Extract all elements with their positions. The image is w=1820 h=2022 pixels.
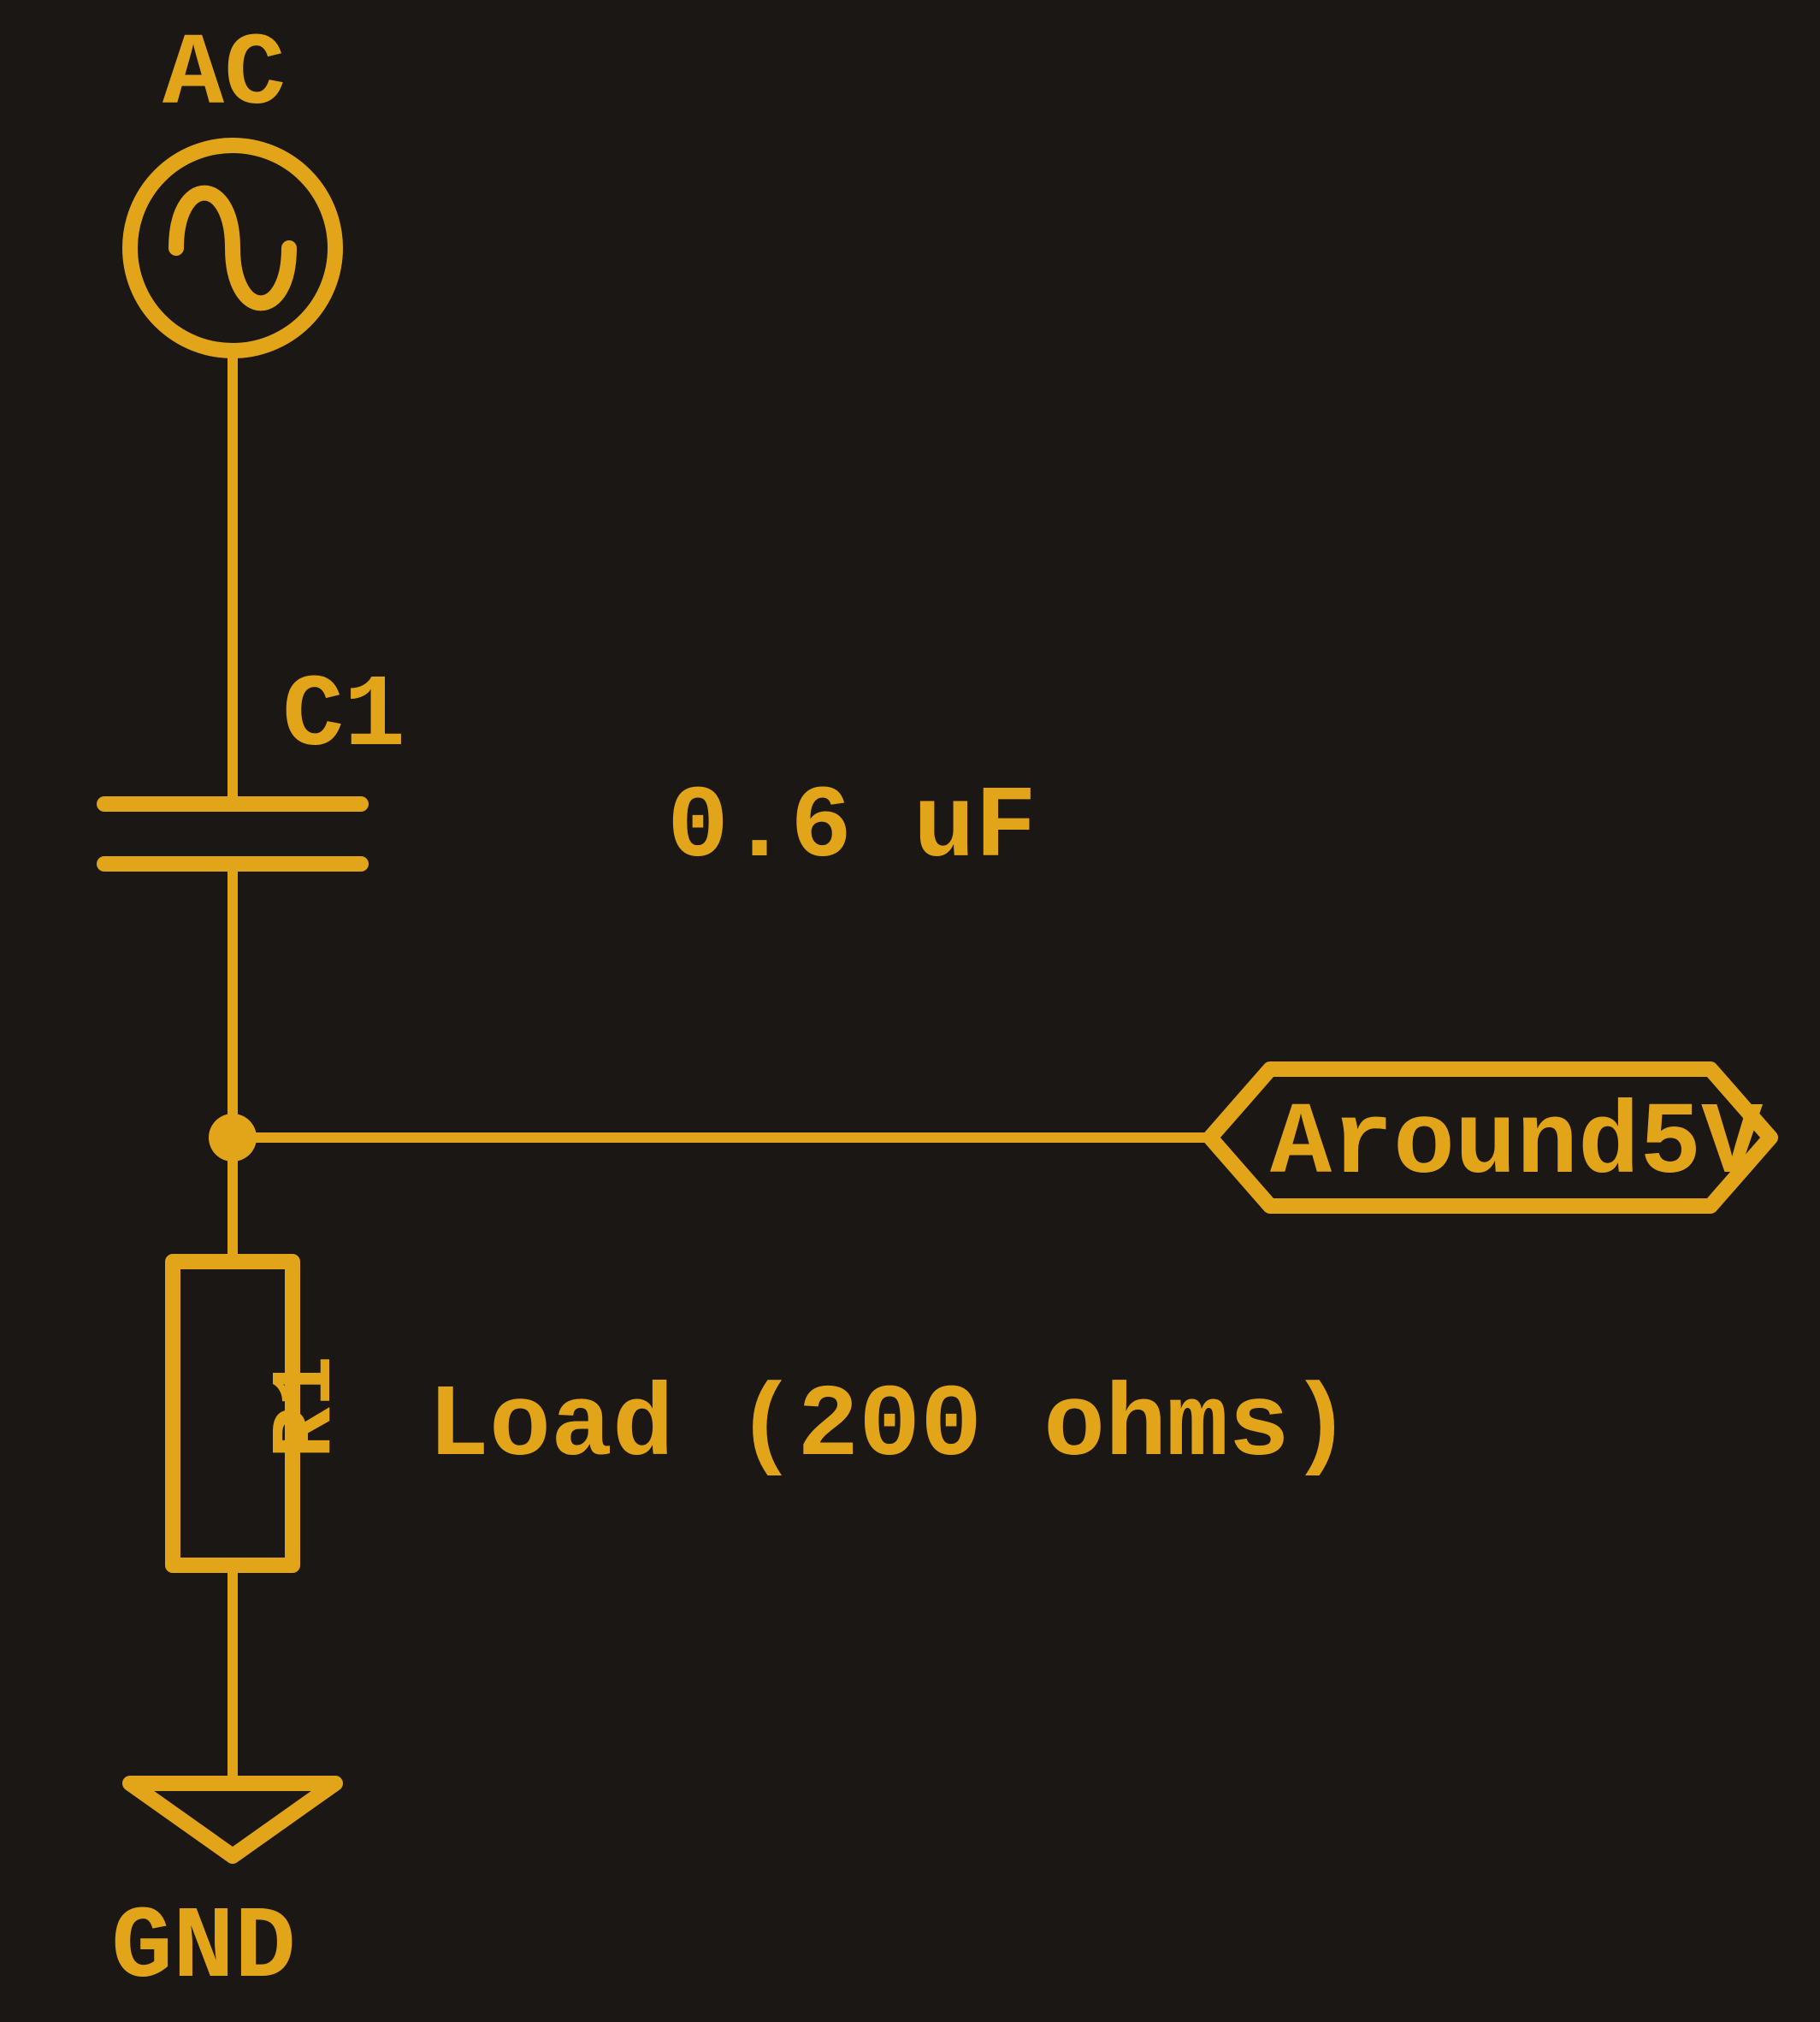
capacitor-ref: C1 [282,659,405,776]
resistor-ref: R1 [259,1356,356,1458]
junction-dot [209,1114,257,1162]
resistor-value: Load (200 ohms) [428,1369,1351,1486]
net-label-text: Around5V [1270,1087,1763,1203]
schematic-svg: AC C1 0.6 uF Around5V R1 Load (200 ohms) GND [0,0,1820,2022]
ground-label: GND [111,1891,296,2007]
capacitor-value: 0.6 uF [667,771,1037,887]
ac-label: AC [162,18,286,134]
